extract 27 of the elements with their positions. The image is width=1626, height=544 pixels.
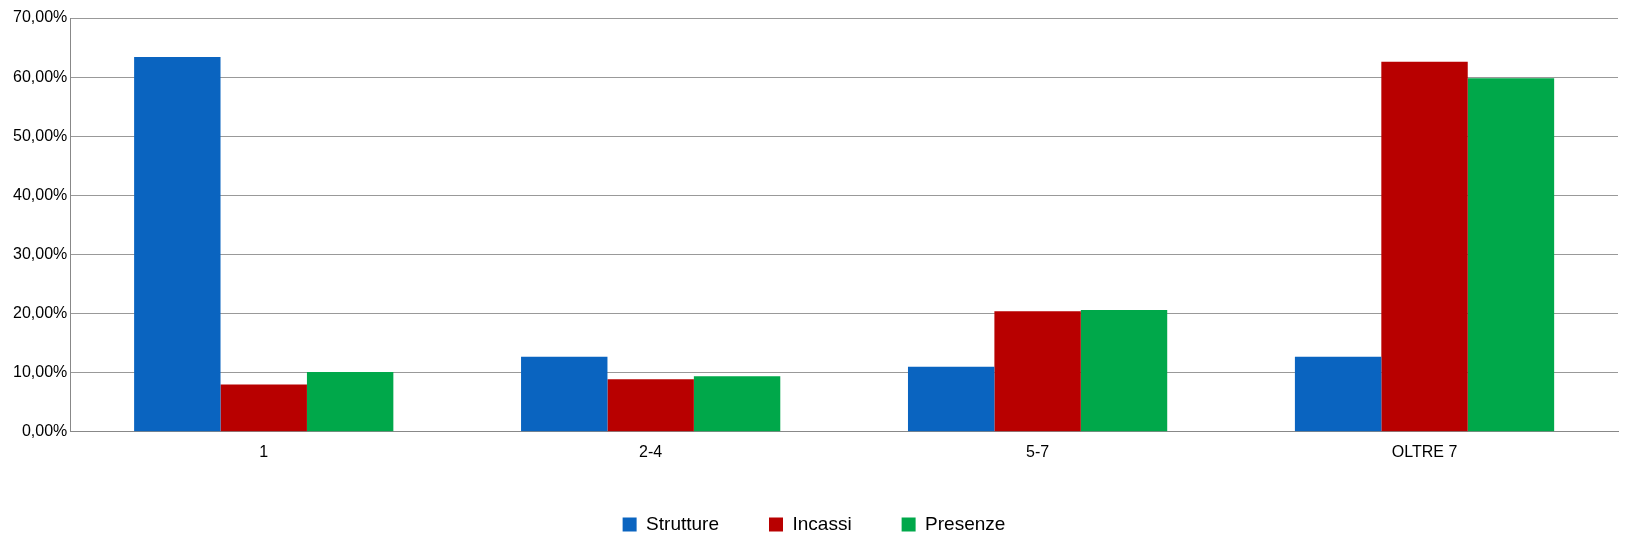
bar xyxy=(693,376,781,432)
bar xyxy=(220,384,307,432)
bar xyxy=(1467,78,1555,432)
legend-label: Strutture xyxy=(646,512,719,534)
bar xyxy=(1294,356,1382,432)
y-tick-label: 40,00% xyxy=(13,185,68,203)
bar xyxy=(607,379,694,432)
x-tick-label: 1 xyxy=(259,442,269,460)
y-tick-label: 20,00% xyxy=(13,303,68,321)
y-tick-label: 70,00% xyxy=(13,8,68,26)
legend-label: Presenze xyxy=(925,512,1006,534)
y-tick-label: 50,00% xyxy=(13,126,68,144)
bar xyxy=(1080,310,1168,432)
bar xyxy=(306,372,394,432)
bar xyxy=(994,311,1081,432)
x-tick-label: 5-7 xyxy=(1026,442,1050,460)
y-tick-label: 30,00% xyxy=(13,244,68,262)
x-tick-label: OLTRE 7 xyxy=(1391,442,1458,460)
y-tick-label: 60,00% xyxy=(13,67,68,85)
y-tick-label: 0,00% xyxy=(21,422,68,440)
y-tick-label: 10,00% xyxy=(13,363,68,381)
bar xyxy=(1381,61,1468,432)
bar xyxy=(907,366,995,432)
bar xyxy=(134,57,221,432)
legend-label: Incassi xyxy=(792,512,852,534)
bar xyxy=(521,356,608,432)
x-tick-label: 2-4 xyxy=(639,442,663,460)
